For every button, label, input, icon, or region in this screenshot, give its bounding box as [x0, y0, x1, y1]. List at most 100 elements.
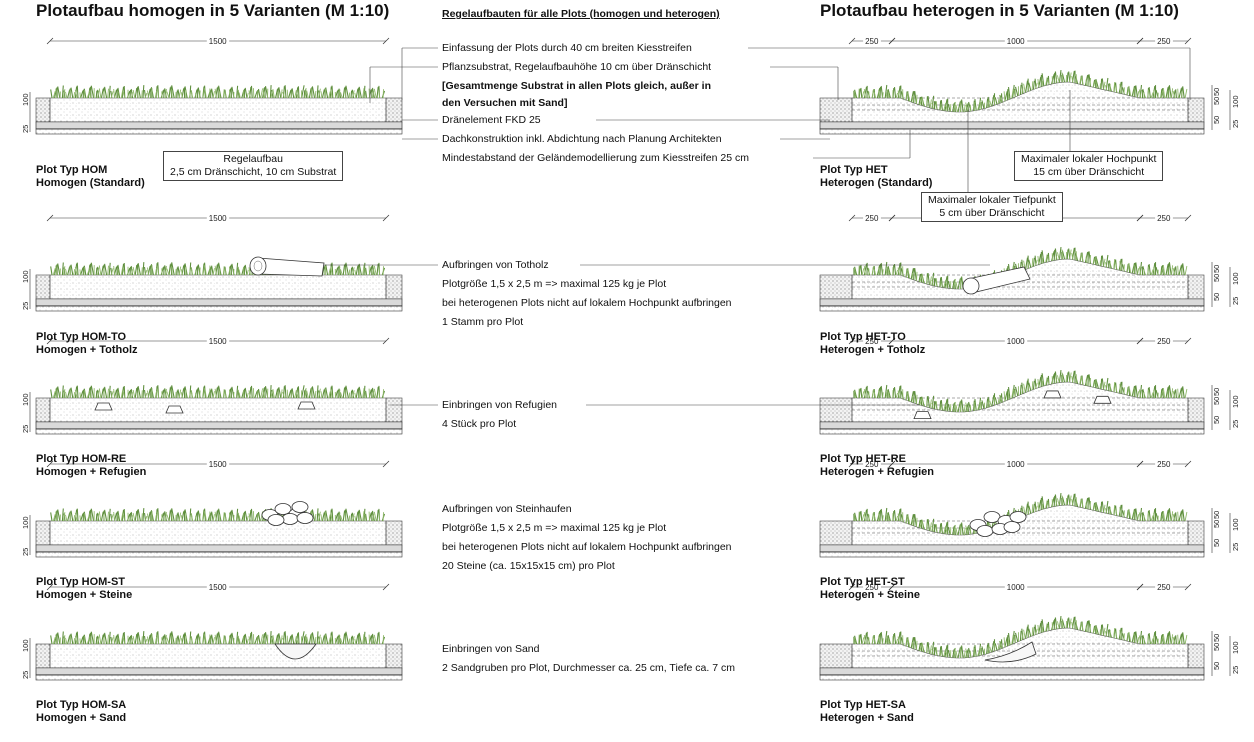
rule-draenelement: Dränelement FKD 25: [442, 114, 541, 126]
note-steine-4: 20 Steine (ca. 15x15x15 cm) pro Plot: [442, 560, 615, 572]
draenelement: [819, 667, 1205, 676]
refugium: [165, 405, 184, 414]
dimension-label: 250: [1157, 37, 1171, 46]
dimension-tick: [1136, 337, 1144, 345]
kiesstreifen-left: [35, 274, 51, 300]
section-homogen: 1500 100 25: [21, 36, 403, 135]
totholz-log: [249, 256, 325, 277]
rdim-50a: 50: [1212, 265, 1221, 273]
substrat: [49, 274, 387, 300]
dimension-tick: [888, 214, 896, 222]
dimension-tick: [382, 337, 390, 345]
dimension-tick: [1184, 460, 1192, 468]
draenelement: [819, 121, 1205, 130]
callout-hochpunkt: Maximaler lokaler Hochpunkt 15 cm über D…: [1014, 151, 1164, 181]
vdim-25: 25: [21, 302, 30, 310]
totholz-log: [962, 266, 1031, 295]
draenelement: [819, 544, 1205, 553]
stein: [976, 525, 994, 537]
kiesstreifen-right: [1187, 520, 1205, 546]
sandgrube: [274, 643, 317, 660]
dimension-tick: [1136, 214, 1144, 222]
plot-name-hom-re: Plot Typ HOM-RE: [36, 453, 127, 465]
title-regelaufbauten: Regelaufbauten für alle Plots (homogen u…: [442, 8, 720, 20]
kiesstreifen-right: [1187, 643, 1205, 669]
plot-sub-het: Heterogen (Standard): [820, 177, 933, 189]
kiesstreifen-left: [819, 274, 853, 300]
plot-label-hom-re: Plot Typ HOM-RE Homogen + Refugien: [36, 453, 146, 479]
vdim-25: 25: [21, 425, 30, 433]
rule-gesamtmenge-2: den Versuchen mit Sand]: [442, 97, 568, 109]
dimension-tick: [1136, 37, 1144, 45]
rdim-25: 25: [1231, 420, 1240, 428]
kiesstreifen-right: [385, 97, 403, 123]
rdim-50a: 50: [1212, 634, 1221, 642]
kiesstreifen-left: [819, 520, 853, 546]
notes-steine: Aufbringen von Steinhaufen Plotgröße 1,5…: [442, 500, 732, 576]
plot-name-hom-st: Plot Typ HOM-ST: [36, 576, 126, 588]
vertical-dimensions: 100 25: [21, 92, 31, 133]
callout-regelaufbau-text: 2,5 cm Dränschicht, 10 cm Substrat: [170, 166, 337, 178]
plot-label-hom: Plot Typ HOM Homogen (Standard): [36, 164, 145, 190]
vdim-25: 25: [21, 548, 30, 556]
plot-label-hom-sa: Plot Typ HOM-SA Homogen + Sand: [36, 699, 126, 725]
callout-hochpunkt-title: Maximaler lokaler Hochpunkt: [1021, 153, 1157, 165]
log-end: [249, 256, 267, 276]
note-steine-3: bei heterogenen Plots nicht auf lokalem …: [442, 541, 732, 553]
stein: [991, 523, 1009, 535]
dimension-label-bg: [1004, 459, 1028, 468]
dimension-tick: [1136, 460, 1144, 468]
plot-name-het: Plot Typ HET: [820, 164, 888, 176]
dimension-label-bg: [863, 213, 881, 222]
dimension-tick: [382, 460, 390, 468]
refugium: [1043, 390, 1062, 399]
dimension-tick: [1136, 37, 1144, 45]
rdim-50b: 50: [1212, 520, 1221, 528]
note-totholz-2: Plotgröße 1,5 x 2,5 m => maximal 125 kg …: [442, 278, 667, 290]
dimension-tick: [888, 37, 896, 45]
rdim-50b: 50: [1212, 97, 1221, 105]
vdim-100: 100: [21, 393, 30, 406]
draenelement: [35, 544, 403, 553]
draenelement: [819, 298, 1205, 307]
note-sand-1: Einbringen von Sand: [442, 643, 540, 655]
dimension-label: 1000: [1007, 460, 1025, 469]
dimension-tick: [1184, 337, 1192, 345]
draenelement: [35, 121, 403, 130]
rdim-25: 25: [1231, 543, 1240, 551]
grass-light: [52, 633, 384, 645]
dimension-label-bg: [1004, 336, 1028, 345]
kiesstreifen-left: [35, 643, 51, 669]
dimension-tick: [46, 37, 54, 45]
dimension-label: 1500: [209, 337, 227, 346]
rdim-100: 100: [1231, 95, 1240, 108]
grass-light: [854, 618, 1188, 659]
callout-regelaufbau-title: Regelaufbau: [223, 153, 283, 165]
substrat-modelliert: [851, 381, 1189, 423]
draenelement: [35, 667, 403, 676]
substrat: [49, 397, 387, 423]
dimension-label-bg: [863, 36, 881, 45]
vertical-dimensions: 100 25: [21, 638, 31, 679]
dimension-label-bg: [1155, 582, 1173, 591]
vertical-dimensions: 100 25: [21, 392, 31, 433]
dimension-label: 1000: [1007, 37, 1025, 46]
dimension-label-bg: [1155, 36, 1173, 45]
rule-mindestabstand: Mindestabstand der Geländemodellierung z…: [442, 152, 749, 164]
refugium: [94, 402, 113, 411]
stein: [997, 515, 1015, 527]
dimension-label: 250: [1157, 337, 1171, 346]
dimension-label: 250: [865, 214, 879, 223]
substrat-modelliert: [851, 504, 1189, 546]
grass: [50, 631, 386, 645]
refugium: [1093, 395, 1112, 404]
dimension-tick: [1136, 214, 1144, 222]
plot-name-het-st: Plot Typ HET-ST: [820, 576, 905, 588]
rdim-50b: 50: [1212, 274, 1221, 282]
